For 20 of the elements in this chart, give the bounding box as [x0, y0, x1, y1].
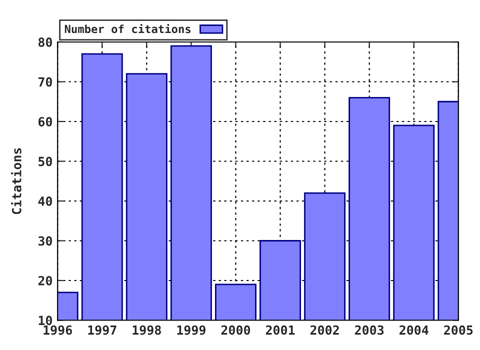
y-axis-title: Citations [11, 148, 22, 214]
x-tick-label: 2002 [310, 325, 339, 335]
y-tick-label: 50 [38, 156, 52, 166]
x-tick-label: 1998 [132, 325, 161, 335]
y-tick-label: 30 [38, 236, 52, 246]
x-tick-label: 2005 [444, 325, 473, 335]
x-tick-label: 2001 [266, 325, 295, 335]
x-tick-label: 1996 [44, 325, 72, 335]
x-tick-label: 2003 [354, 325, 384, 335]
y-tick-label: 60 [38, 116, 52, 126]
y-tick-label: 20 [38, 276, 52, 286]
x-tick-label: 2004 [400, 325, 428, 335]
legend-label: Number of citations [64, 24, 190, 34]
x-tick-label: 1999 [177, 325, 206, 335]
x-tick-label: 1997 [88, 325, 116, 335]
x-tick-label: 2000 [221, 325, 250, 335]
y-tick-label: 10 [38, 316, 52, 326]
y-tick-label: 80 [38, 37, 52, 47]
y-tick-label: 70 [38, 77, 52, 87]
y-tick-label: 40 [38, 196, 52, 206]
